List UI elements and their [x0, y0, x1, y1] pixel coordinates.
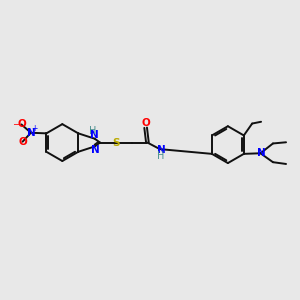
Text: O: O	[18, 137, 27, 147]
Text: O: O	[141, 118, 150, 128]
Text: N: N	[90, 130, 99, 140]
Text: H: H	[88, 126, 96, 136]
Text: N: N	[257, 148, 266, 158]
Text: H: H	[157, 151, 165, 160]
Text: S: S	[113, 138, 120, 148]
Text: N: N	[26, 128, 35, 138]
Text: O: O	[17, 119, 26, 129]
Text: N: N	[91, 145, 100, 155]
Text: +: +	[31, 124, 38, 133]
Text: N: N	[157, 145, 165, 155]
Text: −: −	[12, 119, 20, 128]
